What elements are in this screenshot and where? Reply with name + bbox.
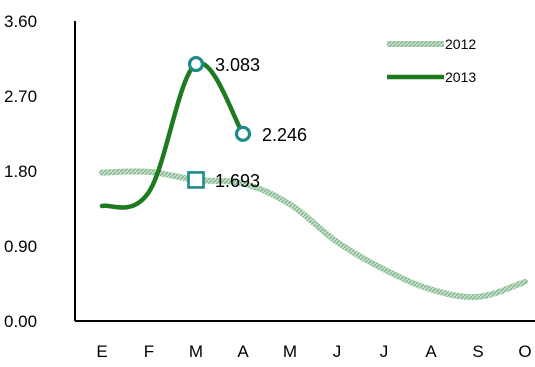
- data-point-marker: [234, 125, 252, 142]
- data-label: 3.083: [215, 55, 260, 75]
- annotation-layer: 3.083 2.246 1.693: [187, 55, 307, 191]
- x-tick-label: M: [189, 342, 203, 361]
- legend: 2012 2013: [387, 36, 476, 85]
- y-tick-label: 0.00: [4, 312, 37, 331]
- x-tick-label: E: [96, 342, 107, 361]
- data-point-marker: [187, 171, 205, 189]
- y-tick-label: 1.80: [4, 162, 37, 181]
- legend-label: 2012: [445, 36, 476, 52]
- x-tick-label: A: [237, 342, 249, 361]
- x-tick-label: M: [283, 342, 297, 361]
- data-label: 1.693: [215, 171, 260, 191]
- x-tick-label: S: [472, 342, 483, 361]
- data-point-marker: [187, 55, 205, 73]
- data-label: 2.246: [262, 125, 307, 145]
- x-tick-label: F: [144, 342, 154, 361]
- axes: 0.00 0.90 1.80 2.70 3.60 E F M A M J J A S O: [4, 12, 535, 361]
- x-tick-label: J: [333, 342, 342, 361]
- series-line-2013: [99, 60, 246, 210]
- y-tick-label: 3.60: [4, 12, 37, 31]
- series-layer: [99, 60, 528, 301]
- y-tick-label: 2.70: [4, 87, 37, 106]
- legend-label: 2013: [445, 69, 476, 85]
- y-tick-label: 0.90: [4, 237, 37, 256]
- x-tick-label: A: [425, 342, 437, 361]
- x-tick-label: J: [380, 342, 389, 361]
- x-tick-label: O: [518, 342, 531, 361]
- series-line-2012: [99, 168, 528, 301]
